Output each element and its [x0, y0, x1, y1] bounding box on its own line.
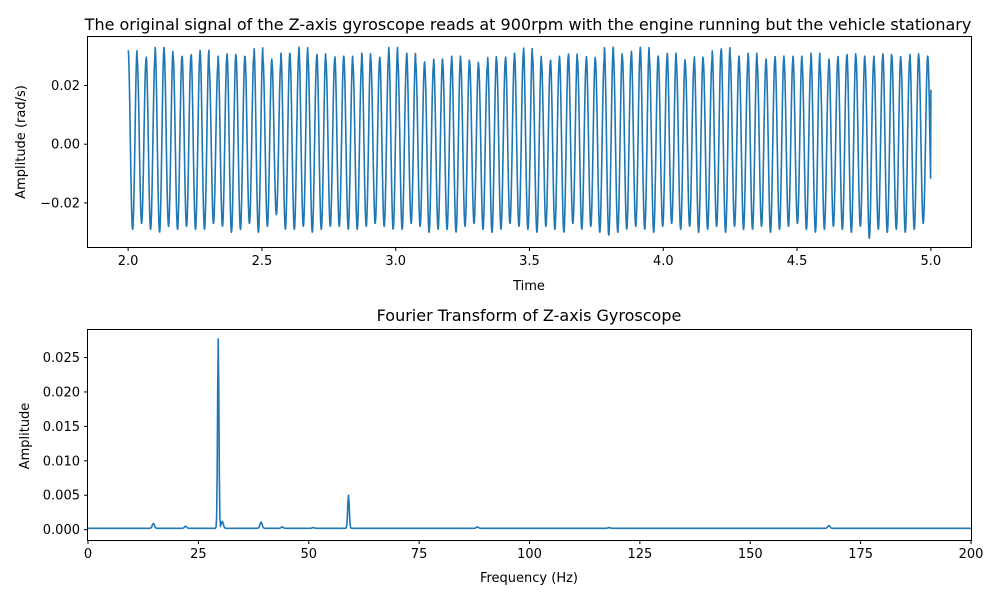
y-tick-label: 0.025	[43, 351, 80, 366]
x-tick-label: 125	[627, 547, 652, 562]
fft-chart-xlabel: Frequency (Hz)	[480, 571, 578, 586]
fft-amplitude-line	[87, 338, 972, 530]
x-tick-label: 4.5	[787, 254, 808, 269]
y-tick-label: 0.02	[51, 79, 80, 94]
y-tick-label: −0.02	[40, 196, 80, 211]
y-tick-label: 0.015	[43, 420, 80, 435]
x-tick-label: 25	[190, 547, 207, 562]
frequency-domain-chart: Fourier Transform of Z-axis Gyroscope 0 2…	[18, 306, 983, 586]
time-y-ticks: −0.02 0.00 0.02	[40, 79, 88, 211]
x-tick-label: 4.0	[653, 254, 674, 269]
fft-x-ticks: 0 25 50 75 100 125 150 175 200	[84, 540, 984, 562]
x-tick-label: 0	[84, 547, 92, 562]
x-tick-label: 2.5	[252, 254, 273, 269]
fft-chart-title: Fourier Transform of Z-axis Gyroscope	[377, 306, 682, 325]
x-tick-label: 100	[517, 547, 542, 562]
y-tick-label: 0.010	[43, 454, 80, 469]
x-tick-label: 50	[300, 547, 317, 562]
fft-chart-ylabel: Amplitude	[18, 403, 33, 470]
time-x-ticks: 2.0 2.5 3.0 3.5 4.0 4.5 5.0	[118, 247, 941, 269]
x-tick-label: 75	[411, 547, 428, 562]
time-domain-chart: The original signal of the Z-axis gyrosc…	[14, 15, 972, 294]
x-tick-label: 5.0	[921, 254, 942, 269]
y-tick-label: 0.020	[43, 385, 80, 400]
fft-y-ticks: 0.000 0.005 0.010 0.015 0.020 0.025	[43, 351, 88, 538]
x-tick-label: 3.0	[385, 254, 406, 269]
x-tick-label: 175	[848, 547, 873, 562]
x-tick-label: 200	[959, 547, 984, 562]
x-tick-label: 150	[738, 547, 763, 562]
x-tick-label: 2.0	[118, 254, 139, 269]
y-tick-label: 0.005	[43, 489, 80, 504]
gyroscope-signal-line	[127, 46, 932, 239]
y-tick-label: 0.000	[43, 523, 80, 538]
time-chart-title: The original signal of the Z-axis gyrosc…	[84, 15, 972, 34]
x-tick-label: 3.5	[519, 254, 540, 269]
time-chart-xlabel: Time	[512, 279, 545, 294]
y-tick-label: 0.00	[51, 138, 80, 153]
time-chart-ylabel: Amplitude (rad/s)	[14, 85, 29, 199]
